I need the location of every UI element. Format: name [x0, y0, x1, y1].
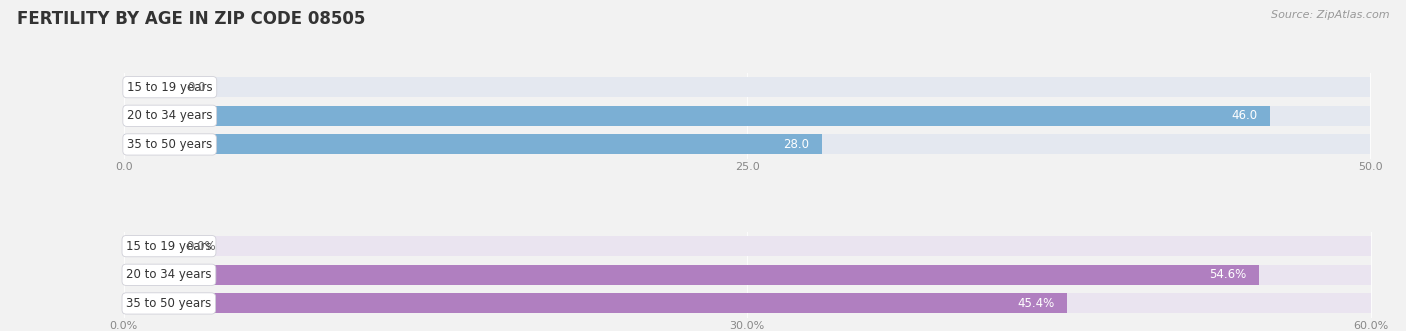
Bar [125, 134, 1369, 155]
Text: 46.0: 46.0 [1232, 109, 1258, 122]
Text: 15 to 19 years: 15 to 19 years [127, 240, 212, 253]
Text: 0.0: 0.0 [187, 81, 205, 94]
Text: Source: ZipAtlas.com: Source: ZipAtlas.com [1271, 10, 1389, 20]
Bar [125, 77, 1369, 97]
Bar [124, 293, 1067, 313]
Bar [125, 106, 1369, 126]
Bar [124, 265, 1371, 285]
Text: 20 to 34 years: 20 to 34 years [127, 109, 212, 122]
Bar [125, 77, 174, 97]
Text: 15 to 19 years: 15 to 19 years [127, 81, 212, 94]
Bar [124, 236, 173, 256]
Text: 20 to 34 years: 20 to 34 years [127, 268, 212, 281]
Bar [125, 106, 1271, 126]
Text: FERTILITY BY AGE IN ZIP CODE 08505: FERTILITY BY AGE IN ZIP CODE 08505 [17, 10, 366, 28]
Text: 54.6%: 54.6% [1209, 268, 1246, 281]
Bar [124, 293, 1371, 313]
Text: 28.0: 28.0 [783, 138, 810, 151]
Text: 0.0%: 0.0% [186, 240, 215, 253]
Text: 35 to 50 years: 35 to 50 years [127, 297, 211, 310]
Text: 45.4%: 45.4% [1018, 297, 1054, 310]
Bar [125, 134, 823, 155]
Bar [124, 265, 1258, 285]
Text: 35 to 50 years: 35 to 50 years [127, 138, 212, 151]
Bar [124, 236, 1371, 256]
